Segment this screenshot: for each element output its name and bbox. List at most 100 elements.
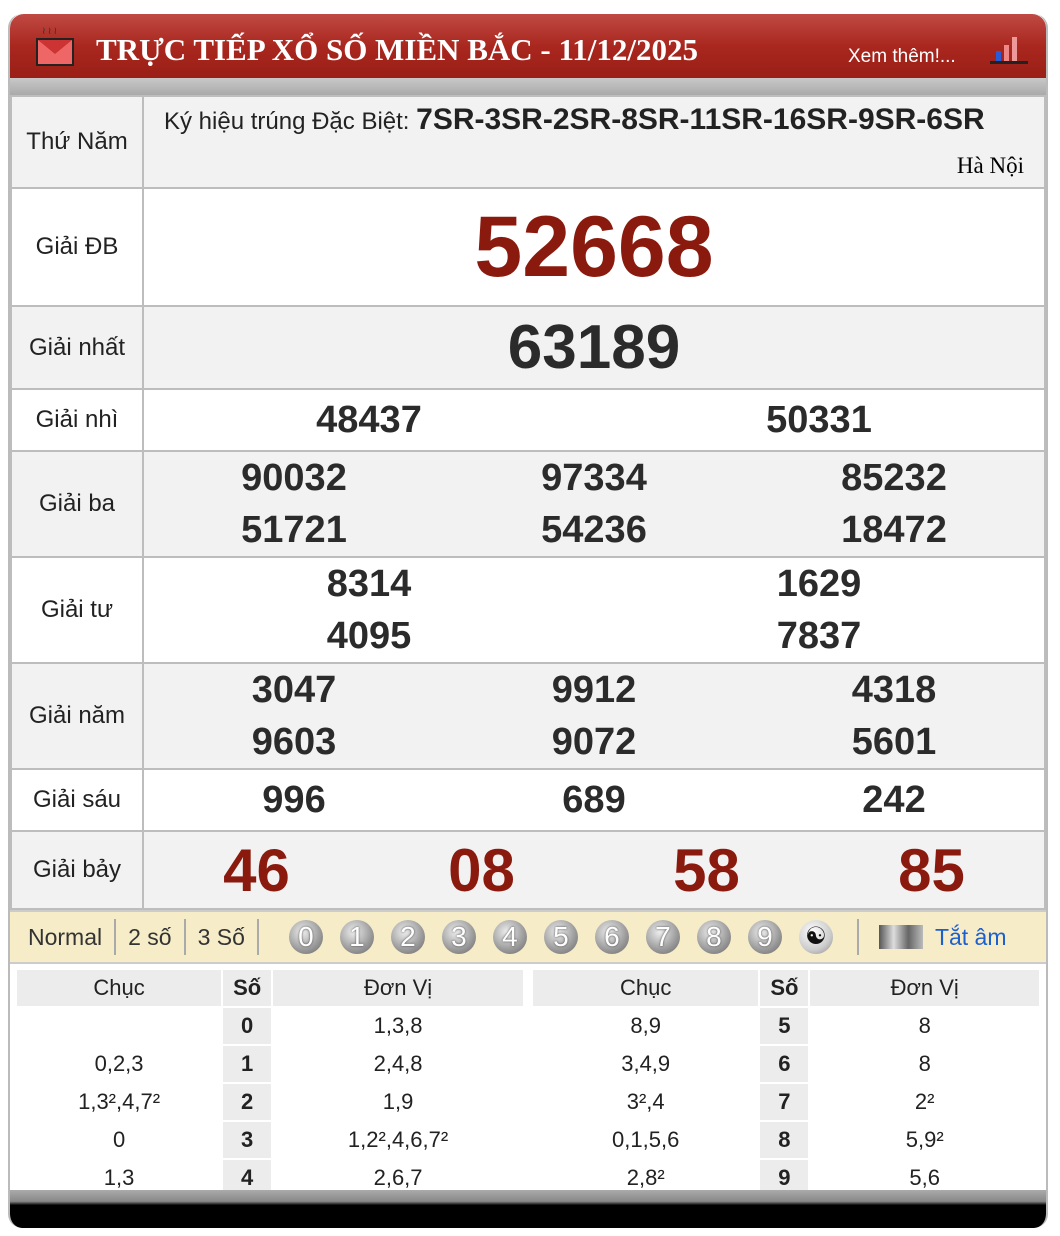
prize-label: Giải nhì xyxy=(10,388,144,452)
prize-values: 48437 50331 xyxy=(144,394,1044,446)
digit-ball-4[interactable]: 4 xyxy=(492,920,527,954)
prize-number: 48437 xyxy=(316,399,422,441)
tens-cell: 3,4,9 xyxy=(533,1046,759,1082)
prize-number: 18472 xyxy=(841,509,947,551)
prize-row-seventh: Giải bảy 46 08 58 85 xyxy=(10,830,1046,910)
digit-ball-2[interactable]: 2 xyxy=(390,920,425,954)
info-cell: Ký hiệu trúng Đặc Biệt: 7SR-3SR-2SR-8SR-… xyxy=(142,95,1046,189)
loto-table-left: Chục Số Đơn Vị 0 1,3,8 0,2,3 1 2,4,8 1,3²,4,7² 2… xyxy=(15,968,525,1198)
prize-number: 46 xyxy=(223,836,290,904)
prize-number: 9912 xyxy=(551,669,637,711)
tens-cell: 0 xyxy=(17,1122,222,1158)
digit-ball-6[interactable]: 6 xyxy=(594,920,629,954)
symbol-line: Ký hiệu trúng Đặc Biệt: 7SR-3SR-2SR-8SR-… xyxy=(164,103,985,137)
units-cell: 8 xyxy=(810,1046,1039,1082)
mode-normal-button[interactable]: Normal xyxy=(10,919,117,955)
prize-label: Giải tư xyxy=(10,556,144,664)
prize-label: Giải ĐB xyxy=(10,187,144,307)
units-cell: 1,2²,4,6,7² xyxy=(273,1122,523,1158)
digit-ball-3[interactable]: 3 xyxy=(441,920,476,954)
prize-row-third: Giải ba 90032 97334 85232 51721 54236 18472 xyxy=(10,450,1046,558)
prize-label: Giải bảy xyxy=(10,830,144,910)
digit-ball-9[interactable]: 9 xyxy=(747,920,782,954)
col-header-units: Đơn Vị xyxy=(810,970,1039,1006)
digit-cell: 0 xyxy=(223,1008,272,1044)
mute-link[interactable]: Tắt âm xyxy=(934,923,1007,950)
prize-number: 242 xyxy=(862,779,926,821)
prize-number: 689 xyxy=(562,779,626,821)
units-cell: 8 xyxy=(810,1008,1039,1044)
digit-ball-8[interactable]: 8 xyxy=(696,920,731,954)
prize-values: 90032 97334 85232 51721 54236 18472 xyxy=(144,452,1044,556)
tens-cell: 0,1,5,6 xyxy=(533,1122,759,1158)
prize-values: 63189 xyxy=(144,312,1044,383)
symbol-label: Ký hiệu trúng Đặc Biệt: xyxy=(164,108,410,135)
prize-values: 46 08 58 85 xyxy=(144,836,1044,905)
prize-number: 85232 xyxy=(841,457,947,499)
header-bar: ≀≀≀ TRỰC TIẾP XỔ SỐ MIỀN BẮC - 11/12/202… xyxy=(10,14,1046,78)
loto-row: 0 1,3,8 xyxy=(17,1008,523,1044)
digit-cell: 7 xyxy=(760,1084,809,1120)
tens-cell xyxy=(17,1008,222,1044)
prize-number: 1629 xyxy=(776,563,862,605)
digit-ball-5[interactable]: 5 xyxy=(543,920,578,954)
prize-row-special: Giải ĐB 52668 xyxy=(10,187,1046,307)
steam-icon: ≀≀≀ xyxy=(42,26,60,37)
units-cell: 2,4,8 xyxy=(273,1046,523,1082)
digit-filter: 0 1 2 3 4 5 6 7 8 9 ☯ xyxy=(288,920,833,954)
prize-number: 51721 xyxy=(241,509,347,551)
prize-number: 54236 xyxy=(541,509,647,551)
tens-cell: 3²,4 xyxy=(533,1084,759,1120)
prize-number: 9072 xyxy=(551,721,637,763)
col-header-tens: Chục xyxy=(17,970,222,1006)
prize-number: 4095 xyxy=(326,615,412,657)
units-cell: 1,3,8 xyxy=(273,1008,523,1044)
region: Hà Nội xyxy=(956,153,1024,178)
prize-number: 63189 xyxy=(507,313,681,382)
digit-ball-7[interactable]: 7 xyxy=(645,920,680,954)
digit-cell: 1 xyxy=(223,1046,272,1082)
prize-values: 52668 xyxy=(144,198,1044,297)
see-more-link[interactable]: Xem thêm!... xyxy=(848,46,956,67)
prize-number: 90032 xyxy=(241,457,347,499)
prize-number: 50331 xyxy=(766,399,872,441)
col-header-digit: Số xyxy=(760,970,809,1006)
mode-3-digit-button[interactable]: 3 Số xyxy=(186,919,259,955)
loto-tables: Chục Số Đơn Vị 0 1,3,8 0,2,3 1 2,4,8 1,3²,4,7² 2… xyxy=(10,964,1046,1198)
prize-label: Giải sáu xyxy=(10,768,144,832)
loto-row: 0,2,3 1 2,4,8 xyxy=(17,1046,523,1082)
loto-row: 1,3²,4,7² 2 1,9 xyxy=(17,1084,523,1120)
prize-number: 08 xyxy=(448,836,515,904)
prize-number: 4318 xyxy=(851,669,937,711)
symbol-value: 7SR-3SR-2SR-8SR-11SR-16SR-9SR-6SR xyxy=(416,103,985,136)
sound-icon[interactable] xyxy=(878,925,923,949)
col-header-digit: Số xyxy=(223,970,272,1006)
header-band xyxy=(10,78,1046,95)
prize-label: Giải ba xyxy=(10,450,144,558)
loto-row: 3²,4 7 2² xyxy=(533,1084,1039,1120)
loto-row: 3,4,9 6 8 xyxy=(533,1046,1039,1082)
mode-2-digit-button[interactable]: 2 số xyxy=(116,919,186,955)
footer-bar xyxy=(10,1190,1046,1228)
prize-number: 9603 xyxy=(251,721,337,763)
col-header-units: Đơn Vị xyxy=(273,970,523,1006)
prize-number: 7837 xyxy=(776,615,862,657)
results-table: Thứ Năm Ký hiệu trúng Đặc Biệt: 7SR-3SR-… xyxy=(10,95,1046,910)
prize-row-first: Giải nhất 63189 xyxy=(10,305,1046,390)
loto-row: 8,9 5 8 xyxy=(533,1008,1039,1044)
mail-icon xyxy=(36,38,74,66)
digit-ball-1[interactable]: 1 xyxy=(339,920,374,954)
yin-yang-icon[interactable]: ☯ xyxy=(798,920,833,954)
tens-cell: 0,2,3 xyxy=(17,1046,222,1082)
digit-ball-0[interactable]: 0 xyxy=(288,920,323,954)
bar-chart-icon[interactable] xyxy=(990,37,1028,64)
prize-number: 3047 xyxy=(251,669,337,711)
prize-values: 996 689 242 xyxy=(144,774,1044,826)
divider xyxy=(856,919,859,955)
prize-number: 97334 xyxy=(541,457,647,499)
digit-cell: 5 xyxy=(760,1008,809,1044)
prize-number: 996 xyxy=(262,779,326,821)
tens-cell: 8,9 xyxy=(533,1008,759,1044)
units-cell: 2² xyxy=(810,1084,1039,1120)
lottery-widget: ≀≀≀ TRỰC TIẾP XỔ SỐ MIỀN BẮC - 11/12/202… xyxy=(8,14,1048,1228)
